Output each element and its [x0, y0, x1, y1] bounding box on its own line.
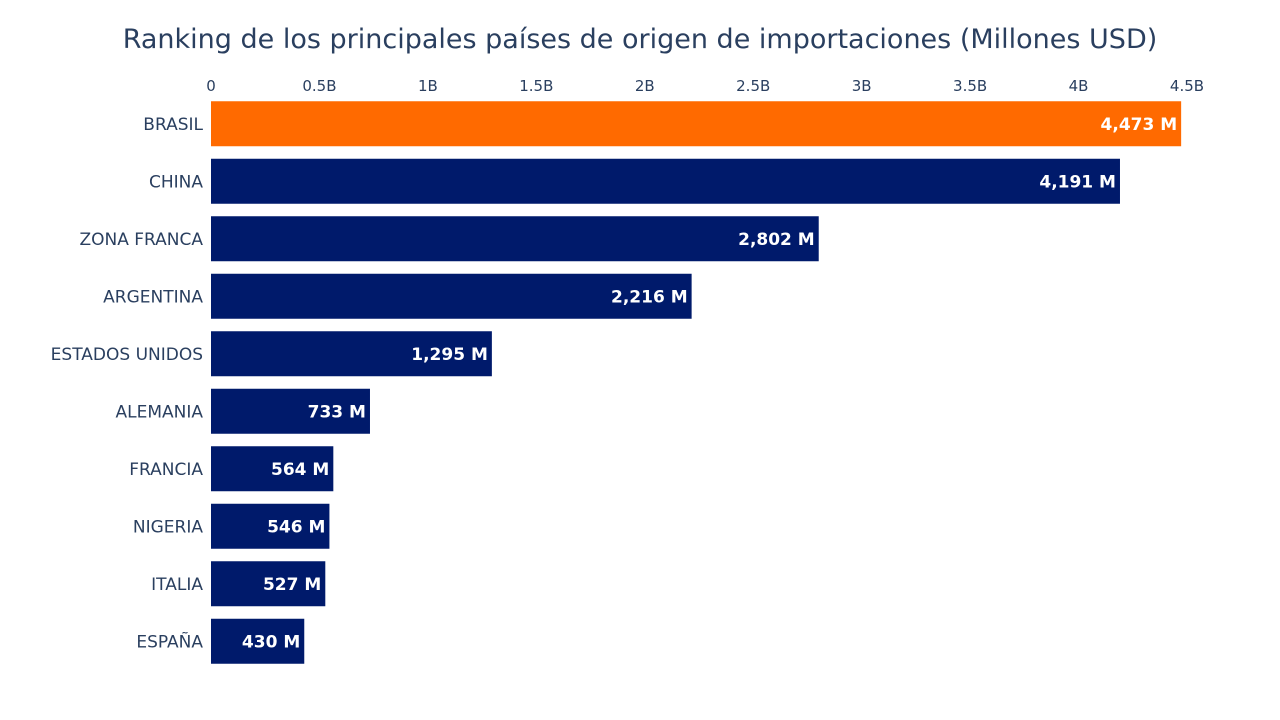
category-label: CHINA: [149, 172, 203, 192]
x-tick-label: 4.5B: [1170, 77, 1204, 95]
bar-francia: [211, 446, 334, 492]
bar-china: [211, 158, 1120, 204]
bar-value-label: 430 M: [242, 632, 300, 652]
category-label: ALEMANIA: [116, 402, 204, 422]
bar-value-label: 546 M: [267, 517, 325, 537]
chart-title: Ranking de los principales países de ori…: [123, 24, 1158, 55]
bars-group: 4,473 M 4,191 M 2,802 M 2,216 M 1,295 M 733 M…: [211, 101, 1182, 664]
bar-zona-franca: [211, 216, 819, 262]
x-tick-label: 2B: [635, 77, 655, 95]
bar-value-label: 4,191 M: [1039, 172, 1116, 192]
category-label: BRASIL: [143, 115, 203, 135]
y-axis: BRASIL CHINA ZONA FRANCA ARGENTINA ESTADOS U…: [51, 115, 204, 653]
category-label: ESPAÑA: [136, 630, 203, 652]
bar-value-label: 527 M: [263, 575, 321, 595]
bar-value-label: 1,295 M: [411, 345, 488, 365]
x-tick-label: 1B: [418, 77, 438, 95]
bar-value-label: 733 M: [308, 402, 366, 422]
bar-estados-unidos: [211, 331, 492, 377]
category-label: ZONA FRANCA: [79, 230, 203, 250]
bar-brasil: [211, 101, 1182, 147]
x-tick-label: 0: [206, 77, 216, 95]
bar-alemania: [211, 388, 370, 434]
bar-nigeria: [211, 503, 330, 549]
x-tick-label: 4B: [1069, 77, 1089, 95]
x-tick-label: 1.5B: [519, 77, 553, 95]
category-label: ESTADOS UNIDOS: [51, 345, 203, 365]
category-label: ITALIA: [151, 575, 203, 595]
x-tick-label: 3B: [852, 77, 872, 95]
bar-value-label: 2,216 M: [611, 287, 688, 307]
bar-value-label: 4,473 M: [1101, 115, 1178, 135]
category-label: ARGENTINA: [103, 287, 203, 307]
x-tick-label: 2.5B: [736, 77, 770, 95]
bar-argentina: [211, 273, 692, 319]
x-tick-label: 0.5B: [302, 77, 336, 95]
category-label: NIGERIA: [133, 517, 203, 537]
category-label: FRANCIA: [129, 460, 203, 480]
bar-value-label: 2,802 M: [738, 230, 815, 250]
bar-italia: [211, 561, 326, 607]
bar-value-label: 564 M: [271, 460, 329, 480]
x-axis: 0 0.5B 1B 1.5B 2B 2.5B 3B 3.5B 4B 4.5B: [206, 77, 1204, 95]
bar-españa: [211, 618, 305, 664]
x-tick-label: 3.5B: [953, 77, 987, 95]
